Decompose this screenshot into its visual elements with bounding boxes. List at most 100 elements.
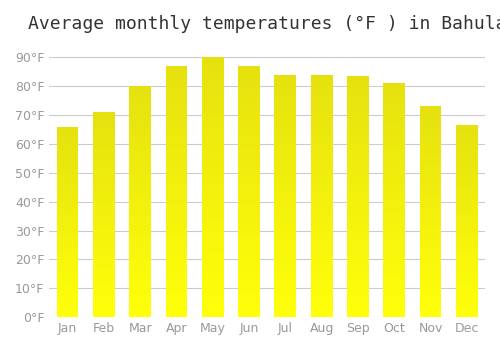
Bar (238, 78, 260, 85)
Bar (238, 311, 260, 317)
Bar (202, 135, 224, 142)
Bar (456, 221, 477, 226)
Bar (93, 148, 114, 153)
Bar (420, 138, 442, 143)
Bar (310, 244, 332, 251)
Bar (274, 257, 296, 262)
Bar (274, 87, 296, 93)
Bar (420, 180, 442, 186)
Bar (56, 127, 78, 317)
Bar (93, 194, 114, 199)
Bar (347, 124, 369, 130)
Bar (56, 246, 78, 251)
Bar (238, 122, 260, 129)
Bar (238, 179, 260, 185)
Bar (347, 233, 369, 239)
Bar (456, 303, 477, 308)
Bar (310, 305, 332, 311)
Bar (202, 200, 224, 207)
Bar (238, 248, 260, 254)
Bar (274, 172, 296, 178)
Bar (310, 75, 332, 81)
Bar (93, 297, 114, 302)
Bar (202, 168, 224, 174)
Bar (129, 132, 151, 138)
Bar (56, 303, 78, 308)
Bar (56, 193, 78, 198)
Bar (347, 209, 369, 215)
Bar (274, 275, 296, 281)
Bar (202, 142, 224, 148)
Bar (166, 72, 188, 78)
Bar (202, 70, 224, 77)
Bar (420, 212, 442, 217)
Bar (456, 298, 477, 303)
Bar (420, 143, 442, 148)
Bar (384, 288, 405, 294)
Bar (274, 220, 296, 226)
Bar (166, 104, 188, 110)
Bar (238, 217, 260, 223)
Bar (274, 75, 296, 317)
Bar (129, 219, 151, 225)
Bar (310, 311, 332, 317)
Bar (238, 116, 260, 122)
Bar (238, 279, 260, 286)
Bar (238, 66, 260, 317)
Bar (166, 141, 188, 148)
Bar (310, 293, 332, 299)
Bar (420, 196, 442, 201)
Bar (384, 171, 405, 177)
Bar (202, 246, 224, 252)
Bar (384, 194, 405, 200)
Bar (129, 271, 151, 277)
Bar (166, 97, 188, 104)
Bar (456, 125, 477, 130)
Bar (310, 117, 332, 123)
Bar (129, 300, 151, 306)
Bar (310, 269, 332, 275)
Bar (420, 238, 442, 243)
Bar (347, 281, 369, 287)
Bar (420, 170, 442, 175)
Bar (456, 226, 477, 231)
Bar (347, 154, 369, 160)
Bar (202, 291, 224, 298)
Bar (56, 279, 78, 284)
Bar (93, 143, 114, 148)
Bar (166, 210, 188, 217)
Bar (274, 269, 296, 275)
Bar (456, 264, 477, 269)
Bar (274, 232, 296, 238)
Bar (456, 211, 477, 216)
Bar (384, 206, 405, 212)
Bar (93, 112, 114, 317)
Bar (274, 196, 296, 202)
Bar (456, 149, 477, 154)
Bar (347, 184, 369, 191)
Bar (238, 72, 260, 78)
Bar (129, 259, 151, 265)
Bar (56, 313, 78, 317)
Bar (56, 284, 78, 288)
Bar (274, 244, 296, 251)
Bar (420, 175, 442, 180)
Bar (238, 154, 260, 160)
Bar (93, 261, 114, 266)
Bar (347, 269, 369, 275)
Bar (347, 160, 369, 167)
Bar (129, 277, 151, 282)
Bar (274, 141, 296, 147)
Bar (238, 242, 260, 248)
Bar (456, 135, 477, 140)
Bar (166, 204, 188, 210)
Bar (347, 257, 369, 263)
Bar (238, 191, 260, 198)
Bar (274, 184, 296, 190)
Bar (166, 110, 188, 116)
Bar (456, 159, 477, 163)
Bar (420, 127, 442, 133)
Bar (274, 147, 296, 153)
Bar (129, 155, 151, 161)
Bar (166, 179, 188, 185)
